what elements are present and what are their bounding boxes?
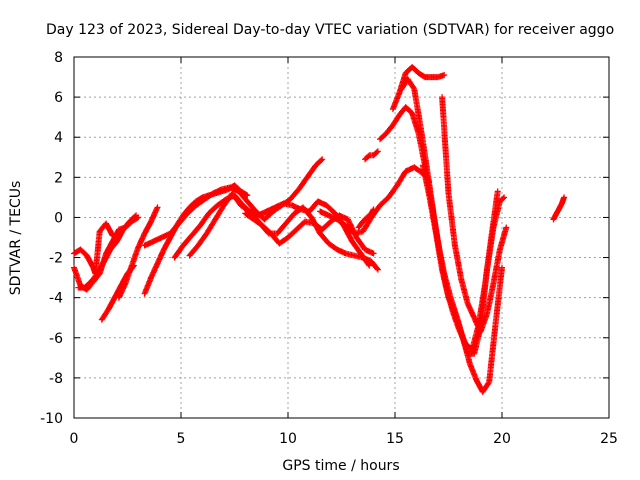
series-track-12 xyxy=(355,206,377,231)
series-track-19 xyxy=(550,194,568,223)
axis-ticks xyxy=(73,56,610,419)
data-point-markers xyxy=(362,148,381,163)
x-tick-label: 5 xyxy=(177,431,186,447)
x-tick-label: 0 xyxy=(70,431,79,447)
y-tick-labels: -10 -8 -6 -4 -2 0 2 4 6 8 xyxy=(40,50,63,427)
series-track-5 xyxy=(115,204,161,301)
x-tick-label: 25 xyxy=(600,431,618,447)
series-track-11 xyxy=(317,164,433,237)
y-tick-label: -10 xyxy=(40,411,63,427)
x-tick-labels: 0 5 10 15 20 25 xyxy=(70,431,618,447)
x-tick-label: 20 xyxy=(493,431,511,447)
y-tick-label: 4 xyxy=(54,130,63,146)
data-point-markers xyxy=(355,206,377,231)
y-tick-label: -4 xyxy=(49,291,63,307)
y-tick-label: 0 xyxy=(54,210,63,226)
series-track-13 xyxy=(362,148,381,163)
series-track-3 xyxy=(75,212,140,291)
y-tick-label: 6 xyxy=(54,90,63,106)
data-point-markers xyxy=(419,162,508,357)
data-point-markers xyxy=(141,156,326,249)
series-track-18 xyxy=(439,94,510,335)
x-axis-label: GPS time / hours xyxy=(282,458,399,474)
data-point-markers xyxy=(439,94,510,335)
y-tick-label: 8 xyxy=(54,50,63,66)
y-tick-label: -6 xyxy=(49,331,63,347)
series-track-7 xyxy=(141,156,326,249)
y-tick-label: -8 xyxy=(49,371,63,387)
chart-title: Day 123 of 2023, Sidereal Day-to-day VTE… xyxy=(46,22,614,38)
x-tick-label: 10 xyxy=(279,431,297,447)
data-point-markers xyxy=(317,164,433,237)
data-point-markers xyxy=(550,194,568,223)
data-point-markers xyxy=(115,204,161,301)
plot-frame xyxy=(73,56,610,419)
data-point-markers xyxy=(75,212,140,291)
series-track-17 xyxy=(419,162,508,357)
x-tick-label: 15 xyxy=(386,431,404,447)
y-axis-label: SDTVAR / TECUs xyxy=(8,181,24,296)
y-tick-label: 2 xyxy=(54,170,63,186)
grid-lines xyxy=(74,57,609,418)
data-point-markers xyxy=(71,220,122,277)
series-track-2 xyxy=(71,220,122,277)
data-marks xyxy=(71,64,568,395)
y-tick-label: -2 xyxy=(49,251,63,267)
